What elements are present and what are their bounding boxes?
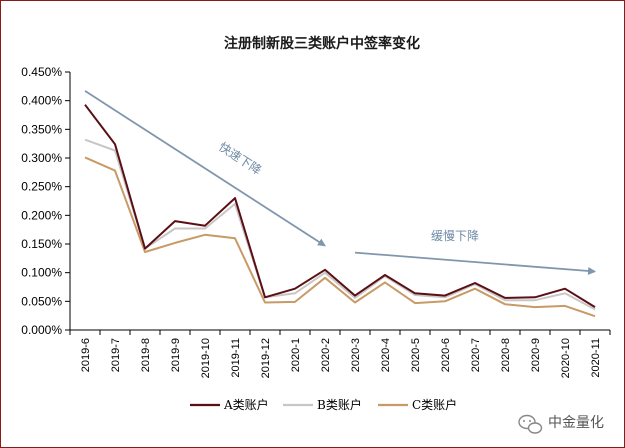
x-tick-label: 2020-10 [560, 338, 572, 378]
x-tick-label: 2020-9 [530, 338, 542, 372]
y-tick-label: 0.250% [21, 180, 62, 194]
x-tick-label: 2020-7 [470, 338, 482, 372]
y-tick-label: 0.400% [21, 94, 62, 108]
x-tick-label: 2019-9 [170, 338, 182, 372]
y-tick-label: 0.350% [21, 122, 62, 136]
legend: A类账户 B类账户 C类账户 [190, 397, 457, 412]
x-tick-label: 2019-11 [230, 338, 242, 378]
x-tick-label: 2019-6 [80, 338, 92, 372]
x-tick-label: 2019-10 [200, 338, 212, 378]
x-tick-label: 2020-5 [410, 338, 422, 372]
y-tick-label: 0.100% [21, 266, 62, 280]
x-tick-label: 2020-6 [440, 338, 452, 372]
series-line-B类账户 [84, 138, 596, 311]
x-tick-label: 2019-7 [110, 338, 122, 372]
y-tick-label: 0.300% [21, 151, 62, 165]
y-tick-label: 0.150% [21, 237, 62, 251]
watermark: 中金量化 [518, 414, 604, 434]
x-tick-label: 2020-3 [350, 338, 362, 372]
x-tick-label: 2020-4 [380, 338, 392, 372]
chart-title: 注册制新股三类账户中签率变化 [224, 35, 420, 52]
y-tick-label: 0.200% [21, 208, 62, 222]
x-tick-label: 2020-2 [320, 338, 332, 372]
y-tick-label: 0.450% [21, 65, 62, 79]
x-tick-label: 2019-8 [140, 338, 152, 372]
y-tick-label: 0.050% [21, 294, 62, 308]
legend-label: B类账户 [317, 397, 362, 412]
trend-arrow [84, 90, 326, 247]
axes: 0.000% 0.050% 0.100% 0.150% 0.200% 0.250% 0.30… [21, 65, 611, 378]
y-tick-label: 0.000% [21, 323, 62, 337]
annotation-label: 缓慢下降 [431, 229, 479, 243]
annotation-label: 快速下降 [216, 140, 264, 178]
x-tick-label: 2020-8 [500, 338, 512, 372]
series-layer [84, 104, 596, 318]
x-tick-label: 2020-1 [290, 338, 302, 372]
series-line-C类账户 [84, 156, 596, 318]
x-tick-label: 2020-11 [590, 338, 602, 378]
trend-arrow [354, 251, 596, 275]
legend-label: A类账户 [223, 397, 269, 412]
series-line-A类账户 [84, 104, 596, 308]
x-tick-label: 2019-12 [260, 338, 272, 378]
wechat-icon [518, 414, 543, 434]
legend-label: C类账户 [412, 397, 457, 412]
watermark-text: 中金量化 [548, 415, 604, 431]
